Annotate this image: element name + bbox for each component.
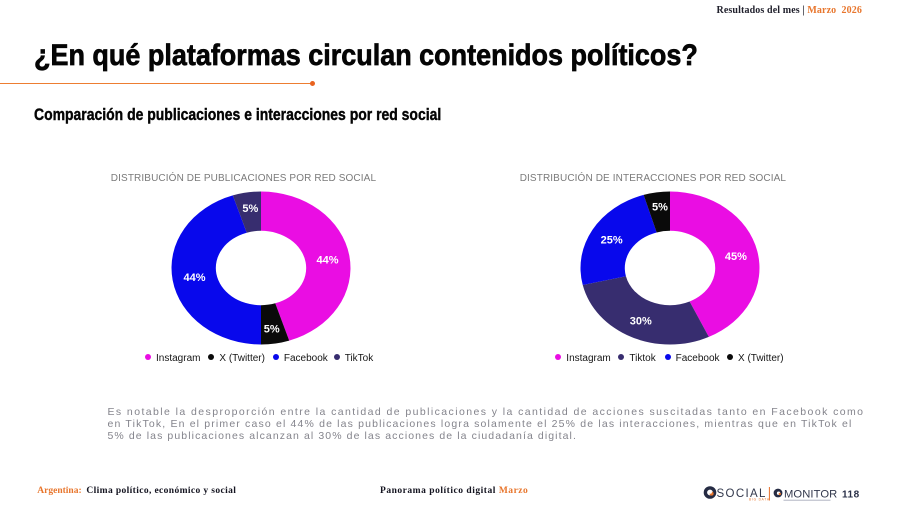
svg-text:5%: 5% xyxy=(652,202,668,214)
svg-text:25%: 25% xyxy=(601,235,623,247)
svg-text:5%: 5% xyxy=(264,323,280,335)
svg-text:MONITOR: MONITOR xyxy=(784,488,837,500)
svg-text:118: 118 xyxy=(842,490,860,501)
svg-text:44%: 44% xyxy=(316,254,338,266)
svg-text:44%: 44% xyxy=(183,272,205,284)
svg-text:BIG DATA: BIG DATA xyxy=(749,498,770,502)
svg-text:SOCIAL: SOCIAL xyxy=(717,488,767,500)
svg-text:5%: 5% xyxy=(242,203,258,215)
svg-text:45%: 45% xyxy=(725,251,747,263)
svg-text:30%: 30% xyxy=(630,316,652,328)
